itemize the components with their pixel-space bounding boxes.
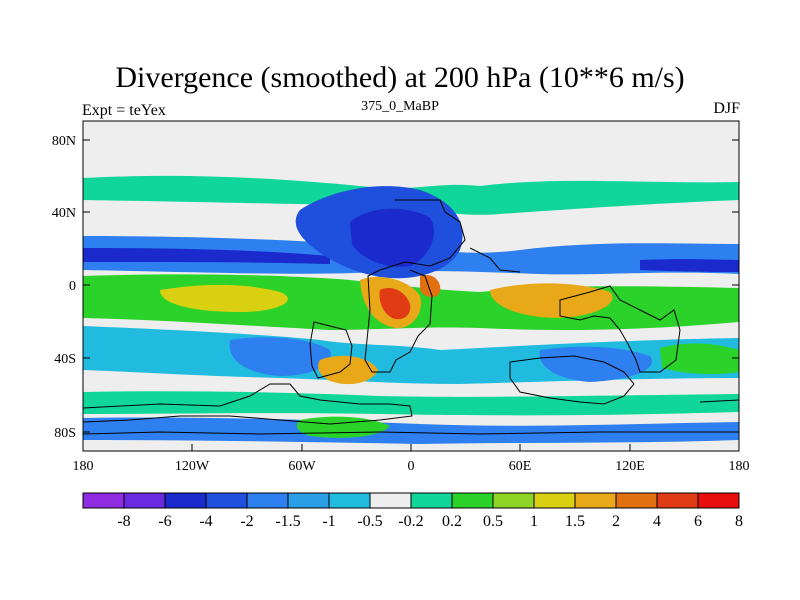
map-title: Divergence (smoothed) at 200 hPa (10**6 … <box>115 61 685 94</box>
coastlines <box>83 199 739 435</box>
coastline-outline <box>83 431 739 435</box>
y-axis-labels: 80N 40N 0 40S 80S <box>52 134 76 441</box>
coastline-outline <box>699 399 739 403</box>
contour-neg-core <box>83 248 330 264</box>
contour-neg-core <box>640 259 739 272</box>
colorbar-label: -1.5 <box>275 513 300 530</box>
x-tick-label: 0 <box>408 459 415 474</box>
colorbar-swatch <box>164 492 207 509</box>
coastline-outline <box>469 247 521 273</box>
colorbar-label: -6 <box>158 513 171 530</box>
colorbar-swatch <box>328 492 371 509</box>
run-label: 375_0_MaBP <box>361 99 439 114</box>
colorbar-label: -2 <box>240 513 253 530</box>
y-tick-marks <box>83 139 739 433</box>
colorbar-swatch <box>410 492 453 509</box>
colorbar-label: 0.5 <box>483 513 503 530</box>
x-tick-label: 120E <box>615 459 645 474</box>
contour-pos-core <box>660 343 739 375</box>
contour-max-core <box>379 287 411 320</box>
x-axis-labels: 180 120W 60W 0 60E 120E 180 <box>73 459 750 474</box>
colorbar-swatch <box>451 492 494 509</box>
colorbar-label: -8 <box>117 513 130 530</box>
colorbar-swatch <box>533 492 576 509</box>
contour-neg-region <box>539 346 652 382</box>
colorbar-swatch <box>246 492 289 509</box>
colorbar-swatch <box>369 492 412 509</box>
x-tick-label: 120W <box>175 459 210 474</box>
contour-neg-band <box>83 417 739 444</box>
contour-pos-core <box>318 355 378 385</box>
coastline-outline <box>83 383 413 425</box>
coastline-outline <box>559 285 681 373</box>
colorbar-label: 6 <box>694 513 702 530</box>
contour-pos-core <box>420 274 441 298</box>
colorbar-swatch <box>287 492 330 509</box>
contour-pos-core <box>490 283 613 318</box>
contour-neg-region <box>229 337 331 376</box>
x-tick-label: 180 <box>729 459 750 474</box>
colorbar-label: 8 <box>735 513 743 530</box>
x-tick-label: 60E <box>509 459 532 474</box>
y-tick-label: 80S <box>54 426 76 441</box>
contour-field <box>83 175 739 444</box>
colorbar-swatch <box>656 492 699 509</box>
experiment-label: Expt = teYex <box>82 102 166 119</box>
x-tick-label: 180 <box>73 459 94 474</box>
colorbar-swatch <box>615 492 658 509</box>
colorbar-label: -1 <box>322 513 335 530</box>
colorbar-swatch <box>205 492 248 509</box>
colorbar-label: 1.5 <box>565 513 585 530</box>
colorbar-swatch <box>697 492 740 509</box>
colorbar-label: -4 <box>199 513 212 530</box>
y-tick-label: 0 <box>69 279 76 294</box>
colorbar-label: 4 <box>653 513 661 530</box>
y-tick-label: 40N <box>52 206 76 221</box>
x-tick-marks <box>82 444 740 451</box>
colorbar-label: 1 <box>530 513 538 530</box>
colorbar-label: 2 <box>612 513 620 530</box>
y-tick-label: 40S <box>54 352 76 367</box>
colorbar-label: -0.2 <box>398 513 423 530</box>
x-tick-label: 60W <box>288 459 316 474</box>
colorbar-swatch <box>123 492 166 509</box>
colorbar-swatch <box>82 492 125 509</box>
contour-neg-core <box>350 208 434 267</box>
y-tick-label: 80N <box>52 134 76 149</box>
coastline-outline <box>509 355 635 405</box>
colorbar-label: -0.5 <box>357 513 382 530</box>
colorbar-swatch <box>574 492 617 509</box>
colorbar-swatch <box>492 492 535 509</box>
colorbar-label: 0.2 <box>442 513 462 530</box>
contour-pos-core <box>160 284 288 312</box>
season-label: DJF <box>713 100 740 117</box>
coastline-outline <box>309 321 353 379</box>
colorbar: -8 -6 -4 -2 -1.5 -1 -0.5 -0.2 0.2 0.5 1 1.5 2 4 6 8 <box>82 492 743 530</box>
coastline-outline <box>364 199 466 373</box>
